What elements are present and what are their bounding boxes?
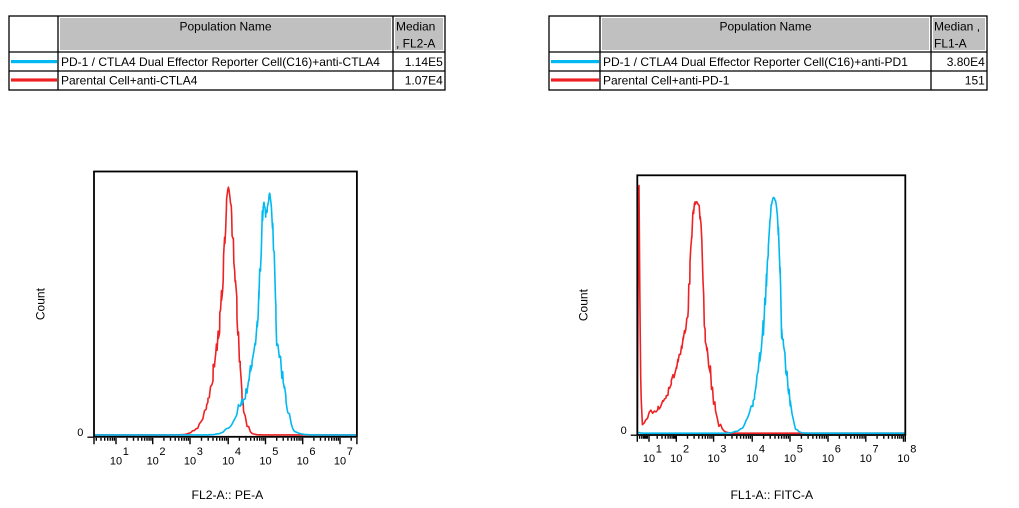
svg-text:10: 10 (670, 453, 682, 465)
svg-text:10: 10 (222, 455, 234, 467)
svg-text:PD-1 / CTLA4 Dual Effector Rep: PD-1 / CTLA4 Dual Effector Reporter Cell… (603, 55, 908, 69)
svg-text:7: 7 (873, 444, 879, 456)
svg-text:1.07E4: 1.07E4 (405, 73, 443, 87)
svg-text:7: 7 (347, 446, 353, 458)
svg-text:FL2-A:: PE-A: FL2-A:: PE-A (192, 488, 265, 502)
svg-text:151: 151 (965, 73, 985, 87)
svg-text:Median ,: Median , (934, 20, 980, 34)
svg-text:2: 2 (683, 444, 689, 456)
svg-text:6: 6 (309, 446, 315, 458)
svg-text:Count: Count (34, 287, 48, 320)
svg-text:10: 10 (334, 455, 346, 467)
svg-text:10: 10 (897, 453, 909, 465)
svg-text:10: 10 (184, 455, 196, 467)
svg-text:1: 1 (656, 444, 662, 456)
svg-text:10: 10 (297, 455, 309, 467)
svg-text:FL1-A:: FITC-A: FL1-A:: FITC-A (730, 488, 813, 502)
svg-text:5: 5 (797, 444, 803, 456)
svg-text:10: 10 (643, 453, 655, 465)
svg-text:Population Name: Population Name (719, 20, 811, 34)
svg-text:5: 5 (272, 446, 278, 458)
svg-text:Population Name: Population Name (179, 20, 271, 34)
svg-text:3.80E4: 3.80E4 (947, 55, 985, 69)
svg-text:3: 3 (720, 444, 726, 456)
svg-text:PD-1 / CTLA4 Dual Effector Rep: PD-1 / CTLA4 Dual Effector Reporter Cell… (61, 55, 380, 69)
svg-text:10: 10 (860, 453, 872, 465)
svg-text:4: 4 (235, 446, 241, 458)
svg-text:1: 1 (123, 446, 129, 458)
svg-text:10: 10 (259, 455, 271, 467)
svg-text:10: 10 (746, 453, 758, 465)
svg-text:1.14E5: 1.14E5 (405, 55, 443, 69)
svg-text:FL1-A: FL1-A (934, 37, 967, 51)
svg-text:Count: Count (577, 288, 591, 321)
svg-text:10: 10 (784, 453, 796, 465)
svg-text:4: 4 (759, 444, 765, 456)
svg-text:6: 6 (835, 444, 841, 456)
svg-text:, FL2-A: , FL2-A (396, 37, 435, 51)
svg-text:Parental Cell+anti-PD-1: Parental Cell+anti-PD-1 (603, 73, 730, 87)
svg-text:10: 10 (110, 455, 122, 467)
svg-text:10: 10 (707, 453, 719, 465)
svg-text:0: 0 (621, 425, 627, 437)
svg-text:3: 3 (197, 446, 203, 458)
svg-text:8: 8 (910, 444, 916, 456)
svg-text:10: 10 (822, 453, 834, 465)
svg-text:0: 0 (77, 427, 83, 439)
svg-text:Median: Median (396, 20, 435, 34)
svg-text:2: 2 (159, 446, 165, 458)
svg-text:Parental Cell+anti-CTLA4: Parental Cell+anti-CTLA4 (61, 73, 198, 87)
svg-text:10: 10 (147, 455, 159, 467)
